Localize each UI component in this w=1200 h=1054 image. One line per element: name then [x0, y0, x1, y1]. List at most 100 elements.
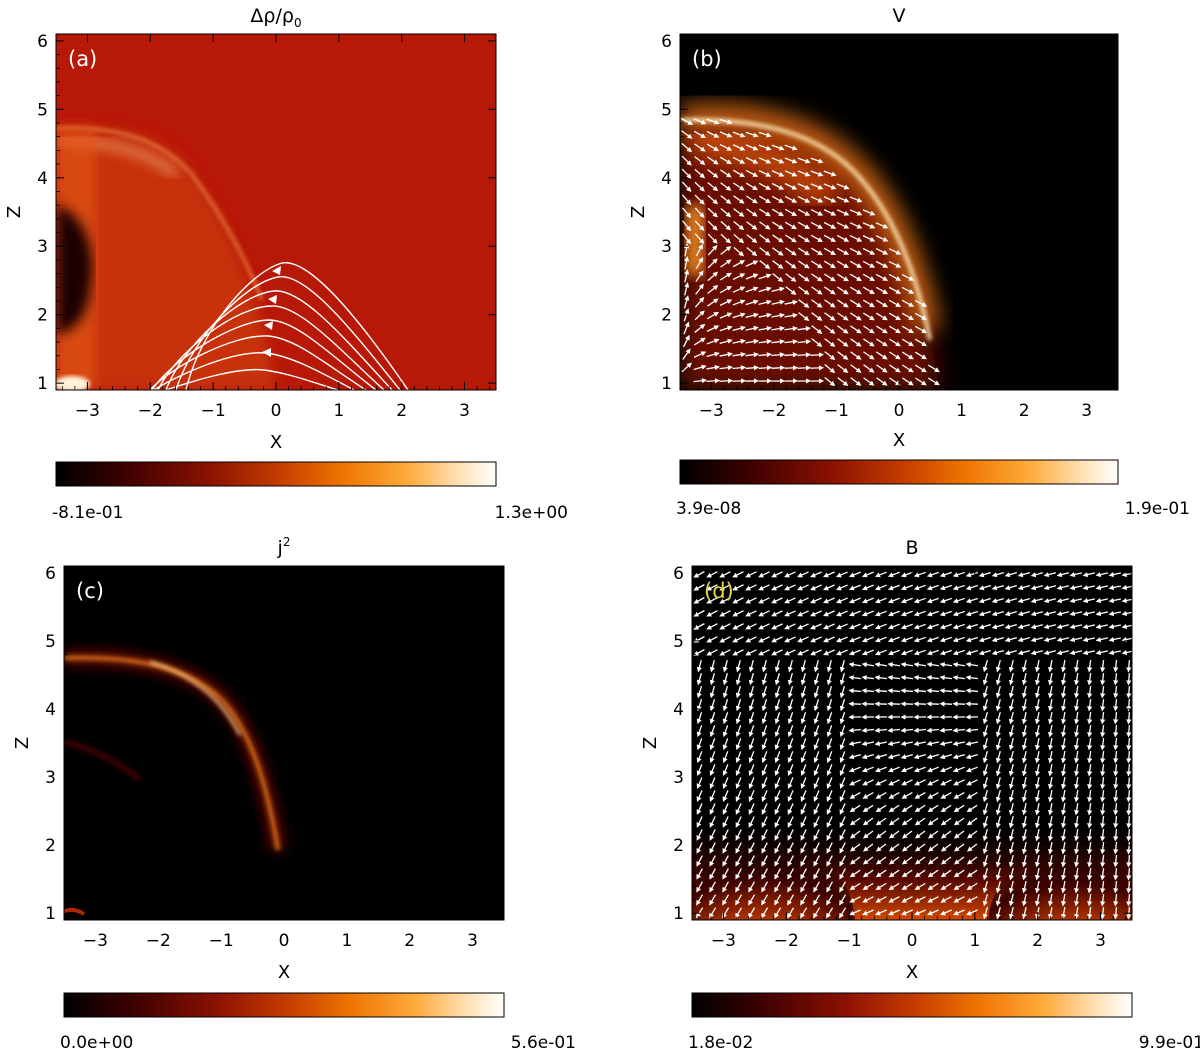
panel-d-xtick-label: 2: [1032, 931, 1043, 951]
panel-c-xtick-label: 2: [404, 931, 415, 951]
panel-a-xtick-label: −1: [201, 401, 226, 421]
panel-c-label: (c): [76, 579, 104, 603]
panel-d-ytick-label: 2: [673, 836, 684, 856]
panel-c-xtick-label: 3: [467, 931, 478, 951]
panel-b-label: (b): [692, 47, 722, 71]
field-arrow: [1129, 842, 1130, 852]
panel-b-ytick-label: 2: [661, 306, 672, 326]
panel-c-ytick-label: 2: [45, 836, 56, 856]
field-arrow: [1129, 764, 1130, 774]
panel-b-colorbar: [680, 460, 1118, 484]
panel-c-xtick-label: −2: [146, 931, 171, 951]
panel-b-ytick-label: 3: [661, 237, 672, 257]
velocity-arrow: [707, 381, 718, 382]
panel-b-xlabel: X: [893, 430, 905, 451]
field-arrow: [903, 691, 913, 692]
panel-d-colorbar: [692, 993, 1132, 1017]
velocity-arrow: [811, 355, 822, 356]
panel-c-colorbar-max: 5.6e-01: [511, 1033, 576, 1050]
velocity-arrow: [772, 368, 783, 369]
panel-b-ylabel: Z: [628, 206, 649, 218]
panel-b-xtick-label: 1: [956, 401, 967, 421]
field-arrow: [1129, 712, 1130, 722]
panel-d-xtick-label: 1: [969, 931, 980, 951]
panel-b-ytick-label: 1: [661, 374, 672, 394]
panel-c-ytick-label: 1: [45, 904, 56, 924]
panel-d-xlabel: X: [906, 962, 918, 983]
panel-d-ytick-label: 4: [673, 700, 684, 720]
panel-a-colorbar-min: -8.1e-01: [52, 503, 123, 523]
panel-d-xtick-label: 3: [1095, 931, 1106, 951]
field-arrow: [1129, 777, 1130, 787]
panel-c-ytick-label: 4: [45, 700, 56, 720]
panel-c-xtick-label: 0: [279, 931, 290, 951]
panel-a-ylabel: Z: [4, 206, 25, 218]
field-arrow: [1129, 894, 1130, 904]
panel-b-image: [680, 34, 1118, 390]
panel-b-xtick-label: 3: [1081, 401, 1092, 421]
panel-c-ytick-label: 6: [45, 564, 56, 584]
panel-a-xtick-label: 3: [459, 401, 470, 421]
panel-d-xtick-label: −3: [711, 931, 736, 951]
field-arrow: [864, 691, 874, 692]
field-arrow: [1129, 868, 1130, 878]
panel-a-ytick-label: 6: [37, 32, 48, 52]
panel-d-xtick-label: −1: [837, 931, 862, 951]
panel-d-xtick-label: 0: [907, 931, 918, 951]
panel-b-colorbar-min: 3.9e-08: [676, 499, 741, 519]
panel-b-xtick-label: 0: [894, 401, 905, 421]
panel-b-xtick-label: −3: [699, 401, 724, 421]
panel-a-xtick-label: −2: [138, 401, 163, 421]
field-arrow: [890, 691, 900, 692]
panel-d-xtick-label: −2: [774, 931, 799, 951]
field-arrow: [1129, 660, 1130, 670]
field-arrow: [851, 691, 861, 692]
panel-c-xtick-label: −1: [209, 931, 234, 951]
panel-a-xtick-label: 0: [271, 401, 282, 421]
panel-b-ytick-label: 4: [661, 169, 672, 189]
panel-a-ytick-label: 1: [37, 374, 48, 394]
panel-b-colorbar-max: 1.9e-01: [1125, 499, 1190, 519]
panel-a-ytick-label: 3: [37, 237, 48, 257]
field-arrow: [1129, 673, 1130, 683]
field-arrow: [877, 691, 887, 692]
panel-c-image: [64, 566, 504, 920]
velocity-arrow: [759, 368, 770, 369]
field-arrow: [968, 691, 978, 692]
field-arrow: [1129, 751, 1130, 761]
field-arrow: [1129, 686, 1130, 696]
panel-a-xtick-label: 1: [333, 401, 344, 421]
panel-b-title: V: [893, 5, 906, 27]
panel-a-image: [54, 34, 496, 392]
panel-a-xtick-label: 2: [396, 401, 407, 421]
panel-a-title: Δρ/ρ0: [250, 5, 301, 30]
velocity-arrow: [785, 355, 796, 356]
panel-d-ytick-label: 5: [673, 632, 684, 652]
field-arrow: [1129, 907, 1130, 917]
panel-c-ytick-label: 3: [45, 768, 56, 788]
panel-d-colorbar-min: 1.8e-02: [688, 1033, 753, 1050]
panel-c-ylabel: Z: [12, 737, 33, 749]
panel-b-xtick-label: −2: [761, 401, 786, 421]
panel-b-xtick-label: 2: [1019, 401, 1030, 421]
field-arrow: [1129, 790, 1130, 800]
panel-b-xtick-label: −1: [824, 401, 849, 421]
panel-d-title: B: [905, 537, 918, 559]
field-arrow: [942, 691, 952, 692]
panel-d-ylabel: Z: [640, 737, 661, 749]
field-arrow: [1129, 855, 1130, 865]
panel-a-ytick-label: 2: [37, 306, 48, 326]
field-arrow: [1129, 803, 1130, 813]
field-arrow: [1129, 881, 1130, 891]
panel-a-ytick-label: 4: [37, 169, 48, 189]
panel-b: [680, 34, 1118, 390]
panel-d-ytick-label: 1: [673, 904, 684, 924]
velocity-arrow: [798, 355, 809, 356]
panel-d-ytick-label: 6: [673, 564, 684, 584]
field-arrow: [1129, 699, 1130, 709]
velocity-arrow: [720, 381, 731, 382]
panel-c: [64, 566, 504, 920]
field-arrow: [929, 691, 939, 692]
panel-a-label: (a): [68, 47, 97, 71]
field-arrow: [1129, 738, 1130, 748]
